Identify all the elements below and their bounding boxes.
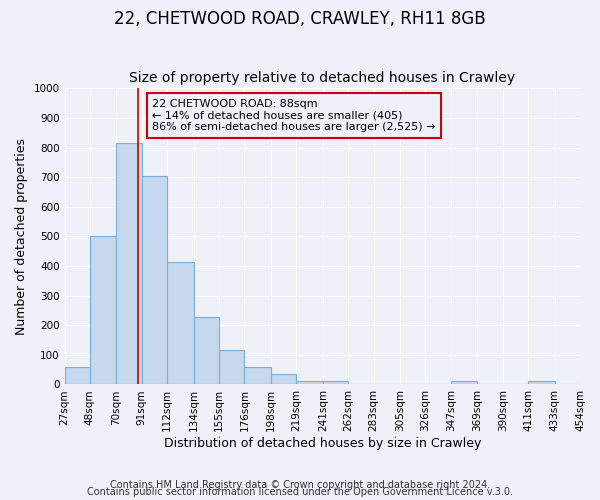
Bar <box>271 374 296 384</box>
Bar <box>219 350 244 384</box>
Bar <box>296 381 323 384</box>
Title: Size of property relative to detached houses in Crawley: Size of property relative to detached ho… <box>129 70 515 85</box>
Bar <box>142 176 167 384</box>
Bar <box>194 317 219 384</box>
Bar <box>90 236 116 384</box>
Bar <box>528 382 554 384</box>
Bar <box>167 262 194 384</box>
Bar <box>323 382 348 384</box>
Text: Contains public sector information licensed under the Open Government Licence v.: Contains public sector information licen… <box>87 487 513 497</box>
Y-axis label: Number of detached properties: Number of detached properties <box>15 138 28 335</box>
Bar <box>451 382 478 384</box>
Bar <box>116 143 142 384</box>
Text: Contains HM Land Registry data © Crown copyright and database right 2024.: Contains HM Land Registry data © Crown c… <box>110 480 490 490</box>
Bar <box>244 368 271 384</box>
X-axis label: Distribution of detached houses by size in Crawley: Distribution of detached houses by size … <box>164 437 481 450</box>
Bar <box>65 366 90 384</box>
Text: 22 CHETWOOD ROAD: 88sqm
← 14% of detached houses are smaller (405)
86% of semi-d: 22 CHETWOOD ROAD: 88sqm ← 14% of detache… <box>152 99 436 132</box>
Text: 22, CHETWOOD ROAD, CRAWLEY, RH11 8GB: 22, CHETWOOD ROAD, CRAWLEY, RH11 8GB <box>114 10 486 28</box>
